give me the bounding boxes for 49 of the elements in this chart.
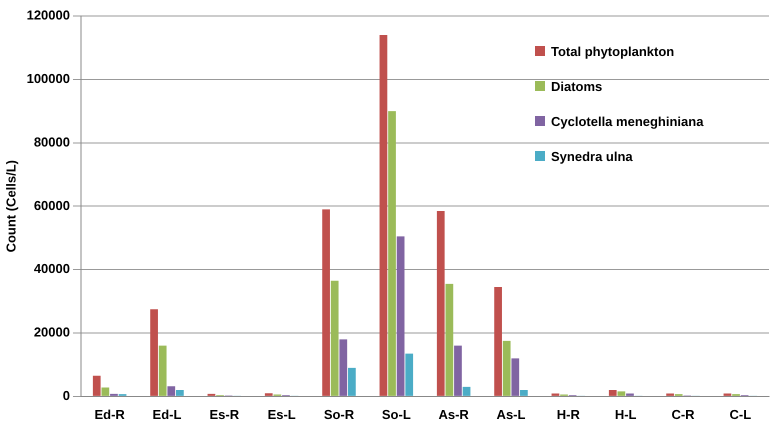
bar	[339, 339, 348, 396]
bar	[617, 391, 626, 396]
bar	[264, 393, 273, 396]
x-tick-label: So-L	[382, 406, 411, 422]
x-tick-label: Ed-R	[94, 406, 126, 422]
bar	[158, 346, 167, 396]
x-tick-label: As-R	[438, 406, 470, 422]
bar	[388, 111, 396, 396]
legend-label: Cyclotella meneghiniana	[551, 114, 704, 128]
bar	[348, 368, 356, 396]
bar	[330, 280, 339, 396]
bar	[445, 284, 454, 396]
bar	[520, 390, 528, 396]
y-tick-label: 60000	[34, 198, 70, 213]
x-tick-label: C-L	[729, 406, 752, 422]
bar	[608, 390, 617, 396]
legend-label: Synedra ulna	[551, 148, 633, 164]
x-tick-label: As-L	[496, 406, 526, 422]
bar	[502, 340, 511, 396]
bar	[396, 236, 404, 396]
x-tick-label: Ed-L	[152, 406, 182, 422]
x-tick-label: H-L	[614, 406, 637, 422]
y-tick-label: 100000	[26, 70, 70, 86]
bar	[167, 386, 176, 396]
bar	[176, 390, 184, 396]
x-tick-label: H-R	[556, 406, 580, 422]
bar	[405, 354, 414, 396]
bar	[101, 388, 110, 396]
x-tick-label: Es-R	[210, 406, 240, 422]
bar	[462, 386, 470, 396]
y-axis-title: Count (Cells/L)	[3, 160, 18, 252]
y-tick-label: 120000	[26, 8, 70, 23]
bar	[150, 309, 158, 396]
bar	[322, 209, 330, 396]
bar	[380, 35, 388, 396]
y-tick-label: 0	[62, 388, 70, 403]
y-tick-label: 20000	[34, 324, 70, 340]
bar	[92, 376, 101, 396]
legend-label: Total phytoplankton	[551, 44, 674, 58]
x-tick-label: So-R	[324, 406, 355, 422]
bar	[494, 287, 502, 396]
y-tick-label: 40000	[34, 261, 70, 276]
y-tick-label: 80000	[34, 134, 70, 150]
x-tick-label: C-R	[671, 406, 696, 422]
legend-label: Diatoms	[551, 78, 602, 94]
bar	[436, 210, 445, 396]
bar	[454, 346, 462, 396]
bar	[511, 358, 520, 396]
x-tick-label: Es-L	[268, 406, 296, 422]
